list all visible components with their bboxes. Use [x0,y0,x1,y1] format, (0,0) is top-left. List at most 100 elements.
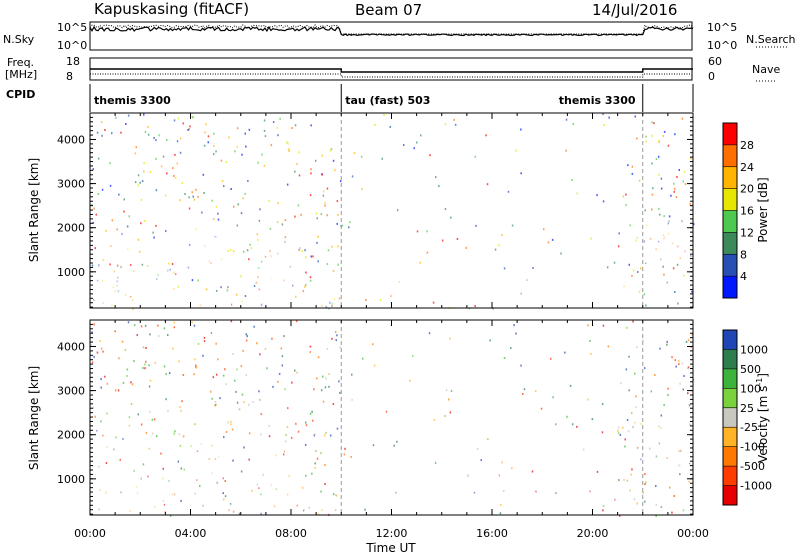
colorbar-swatch [723,407,737,428]
echo-speckle [153,137,155,139]
echo-speckle [523,388,526,391]
echo-speckle [619,433,622,436]
nave-tick-top: 60 [708,55,722,68]
echo-speckle [675,365,677,368]
echo-speckle [503,267,506,270]
echo-speckle [644,500,646,503]
echo-speckle [659,213,661,216]
echo-speckle [551,238,554,241]
echo-speckle [237,203,239,206]
echo-speckle [199,485,201,488]
echo-speckle [173,175,175,177]
echo-speckle [330,148,333,151]
echo-speckle [181,400,183,403]
echo-speckle [317,356,320,359]
echo-speckle [143,113,145,116]
echo-speckle [163,327,166,330]
echo-speckle [419,261,421,264]
echo-speckle [188,128,191,131]
echo-speckle [195,365,197,368]
echo-speckle [295,295,297,298]
echo-speckle [571,179,573,181]
echo-speckle [236,224,239,227]
colorbar-swatch [723,485,737,505]
echo-speckle [194,492,196,495]
freq-label-1: Freq. [7,56,34,69]
echo-speckle [671,511,673,514]
echo-speckle [566,415,568,418]
echo-speckle [296,163,298,165]
echo-speckle [334,331,337,333]
echo-speckle [630,473,632,476]
y-tick-label: 3000 [57,385,85,398]
echo-speckle [316,377,318,380]
echo-speckle [144,324,147,327]
echo-speckle [607,345,610,348]
echo-speckle [194,423,196,426]
x-tick-label: 12:00 [376,527,408,540]
echo-region [185,439,226,484]
echo-speckle [98,465,100,468]
echo-speckle [253,285,256,287]
echo-speckle [240,212,243,215]
echo-speckle [663,273,665,276]
colorbar-frame [722,329,738,506]
echo-speckle [227,421,229,424]
echo-speckle [636,346,638,349]
echo-speckle [444,415,446,417]
echo-speckle [140,325,143,328]
echo-speckle [264,347,267,350]
echo-speckle [334,494,337,497]
echo-speckle [294,170,296,173]
echo-speckle [224,480,226,483]
echo-speckle [620,382,622,385]
echo-speckle [272,121,275,123]
echo-speckle [298,151,300,154]
echo-speckle [224,368,226,371]
echo-speckle [651,134,653,137]
echo-speckle [601,431,604,434]
echo-speckle [224,495,227,498]
echo-speckle [195,188,197,191]
echo-speckle [632,269,635,272]
echo-speckle [416,230,419,233]
echo-speckle [124,348,127,351]
echo-speckle [116,228,118,231]
echo-speckle [217,218,220,221]
echo-speckle [507,190,510,193]
echo-speckle [331,337,333,340]
echo-speckle [205,288,208,291]
y-tick-label: 2000 [57,222,85,235]
echo-speckle [100,386,102,389]
echo-speckle [90,344,92,346]
echo-speckle [304,249,306,252]
echo-speckle [213,153,215,156]
colorbar-tick-label: 20 [740,183,754,196]
echo-speckle [320,213,323,215]
echo-speckle [337,263,339,266]
echo-speckle [188,207,191,210]
echo-region [492,300,518,305]
echo-speckle [144,363,146,366]
echo-speckle [309,276,312,279]
power-axes: 1000 2000 3000 4000 [57,113,694,308]
echo-speckle [287,142,289,145]
colorbar-swatch [723,427,737,447]
echo-speckle [617,429,619,432]
echo-speckle [123,210,125,213]
echo-speckle [622,195,625,198]
echo-speckle [672,267,675,270]
echo-speckle [565,149,567,152]
echo-speckle [173,321,175,324]
colorbar-tick-label: 8 [740,248,747,261]
echo-speckle [151,418,154,421]
echo-speckle [256,342,258,345]
echo-speckle [441,239,444,242]
echo-speckle [485,134,487,137]
echo-region [429,276,480,290]
echo-speckle [115,116,117,119]
echo-speckle [225,161,228,164]
echo-speckle [244,132,246,135]
echo-speckle [682,388,684,391]
